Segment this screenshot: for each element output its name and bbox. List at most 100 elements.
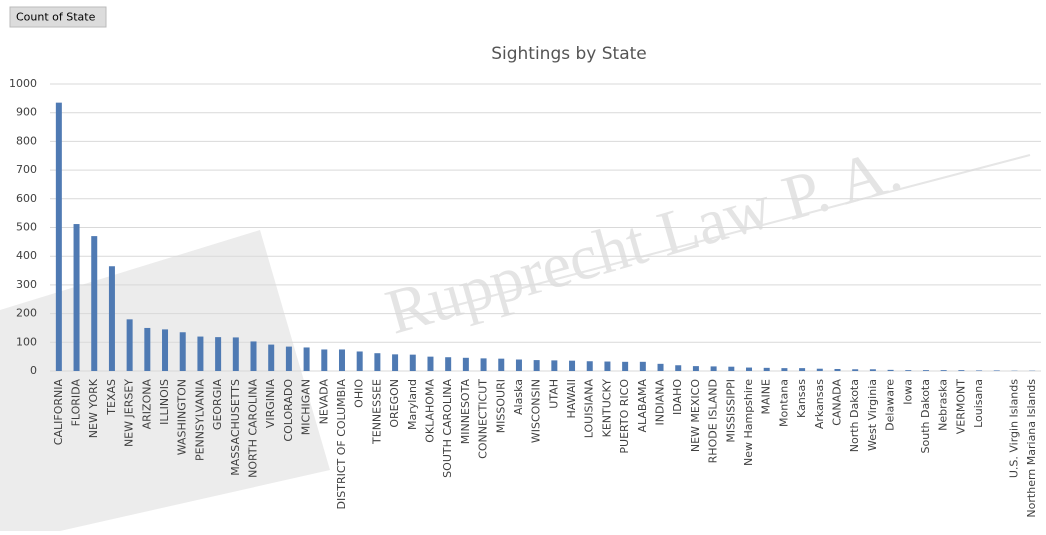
x-tick-label: GEORGIA (211, 379, 224, 431)
y-tick-label: 300 (16, 278, 37, 291)
bar (976, 370, 982, 371)
y-tick-label: 400 (16, 249, 37, 262)
x-tick-label: Northern Mariana Islands (1025, 379, 1038, 518)
bar (233, 337, 239, 371)
y-tick-label: 100 (16, 335, 37, 348)
y-tick-label: 700 (16, 163, 37, 176)
bar (693, 366, 699, 371)
chart-title: Sightings by State (491, 44, 647, 64)
x-tick-label: VERMONT (954, 379, 967, 434)
x-tick-label: North Dakota (848, 379, 861, 452)
x-tick-label: KENTUCKY (600, 379, 613, 438)
bar (180, 332, 186, 371)
bar (144, 328, 150, 371)
x-tick-label: PUERTO RICO (618, 379, 631, 454)
bar (852, 369, 858, 371)
x-tick-label: Arkansas (813, 379, 826, 429)
bar (587, 361, 593, 371)
x-tick-label: MAINE (760, 379, 773, 414)
bar (923, 370, 929, 371)
bar (74, 224, 80, 371)
x-tick-label: Montana (777, 379, 790, 427)
x-tick-label: ALABAMA (636, 379, 649, 433)
x-tick-label: OHIO (353, 379, 366, 408)
bar (622, 362, 628, 371)
bar (711, 366, 717, 371)
x-tick-label: TENNESSEE (370, 379, 383, 445)
x-tick-label: Delaware (884, 379, 897, 431)
x-tick-label: OREGON (388, 379, 401, 428)
bar (551, 360, 557, 371)
bar (286, 347, 292, 371)
x-tick-label: FLORIDA (70, 379, 83, 427)
x-tick-label: CONNECTICUT (477, 379, 490, 459)
y-tick-label: 800 (16, 134, 37, 147)
bar (91, 236, 97, 371)
bar (781, 368, 787, 371)
x-tick-label: MICHIGAN (300, 379, 313, 435)
x-tick-label: ARIZONA (140, 379, 153, 430)
bar (888, 370, 894, 371)
x-tick-label: MASSACHUSETTS (229, 379, 242, 476)
x-tick-label: MISSISSIPPI (724, 379, 737, 443)
x-tick-label: WASHINGTON (176, 379, 189, 455)
bar (321, 349, 327, 371)
bar (905, 370, 911, 371)
bar (994, 370, 1000, 371)
x-tick-label: Kansas (795, 379, 808, 418)
bar (498, 359, 504, 371)
x-tick-label: MISSOURI (494, 379, 507, 433)
bar (215, 337, 221, 371)
bar (870, 369, 876, 371)
x-tick-label: PENNSYLVANIA (193, 379, 206, 461)
bar (799, 368, 805, 371)
bar (410, 355, 416, 371)
x-tick-label: U.S. Virgin Islands (1007, 379, 1020, 478)
x-tick-label: RHODE ISLAND (707, 379, 720, 463)
x-tick-label: HAWAII (565, 379, 578, 418)
bar (268, 345, 274, 371)
x-tick-label: VIRGINIA (264, 379, 277, 429)
bar (304, 347, 310, 371)
x-tick-label: UTAH (547, 379, 560, 409)
bar (427, 357, 433, 371)
bar (445, 357, 451, 371)
x-tick-label: West Virginia (866, 379, 879, 451)
y-tick-label: 200 (16, 307, 37, 320)
x-tick-label: NEW YORK (87, 378, 100, 438)
x-tick-label: Louisana (972, 379, 985, 428)
x-tick-label: NEW MEXICO (689, 379, 702, 452)
x-tick-label: SOUTH CAROLINA (441, 379, 454, 478)
x-tick-label: IDAHO (671, 379, 684, 415)
x-tick-label: Nebraska (937, 379, 950, 431)
bar (339, 349, 345, 371)
bar (834, 369, 840, 371)
y-tick-label: 600 (16, 192, 37, 205)
x-tick-label: Maryland (406, 379, 419, 430)
x-tick-label: COLORADO (282, 379, 295, 442)
x-tick-label: CALIFORNIA (52, 379, 65, 446)
bar (941, 370, 947, 371)
bar (640, 362, 646, 371)
x-tick-label: MINNESOTA (459, 379, 472, 445)
x-tick-label: NORTH CAROLINA (247, 379, 260, 478)
bar (764, 368, 770, 371)
bar (251, 341, 257, 371)
y-tick-label: 900 (16, 106, 37, 119)
x-tick-label: OKLAHOMA (423, 379, 436, 443)
bar (127, 319, 133, 371)
bar (516, 360, 522, 371)
bar (374, 353, 380, 371)
bar (817, 369, 823, 371)
x-tick-label: South Dakota (919, 379, 932, 453)
bar (958, 370, 964, 371)
x-tick-label: ILLINOIS (158, 379, 171, 425)
bar (463, 358, 469, 371)
bar (56, 103, 62, 371)
field-button-label[interactable]: Count of State (16, 11, 96, 24)
bar (481, 358, 487, 371)
x-tick-label: New Hampshire (742, 379, 755, 466)
x-tick-label: Iowa (901, 379, 914, 405)
bar (162, 329, 168, 371)
